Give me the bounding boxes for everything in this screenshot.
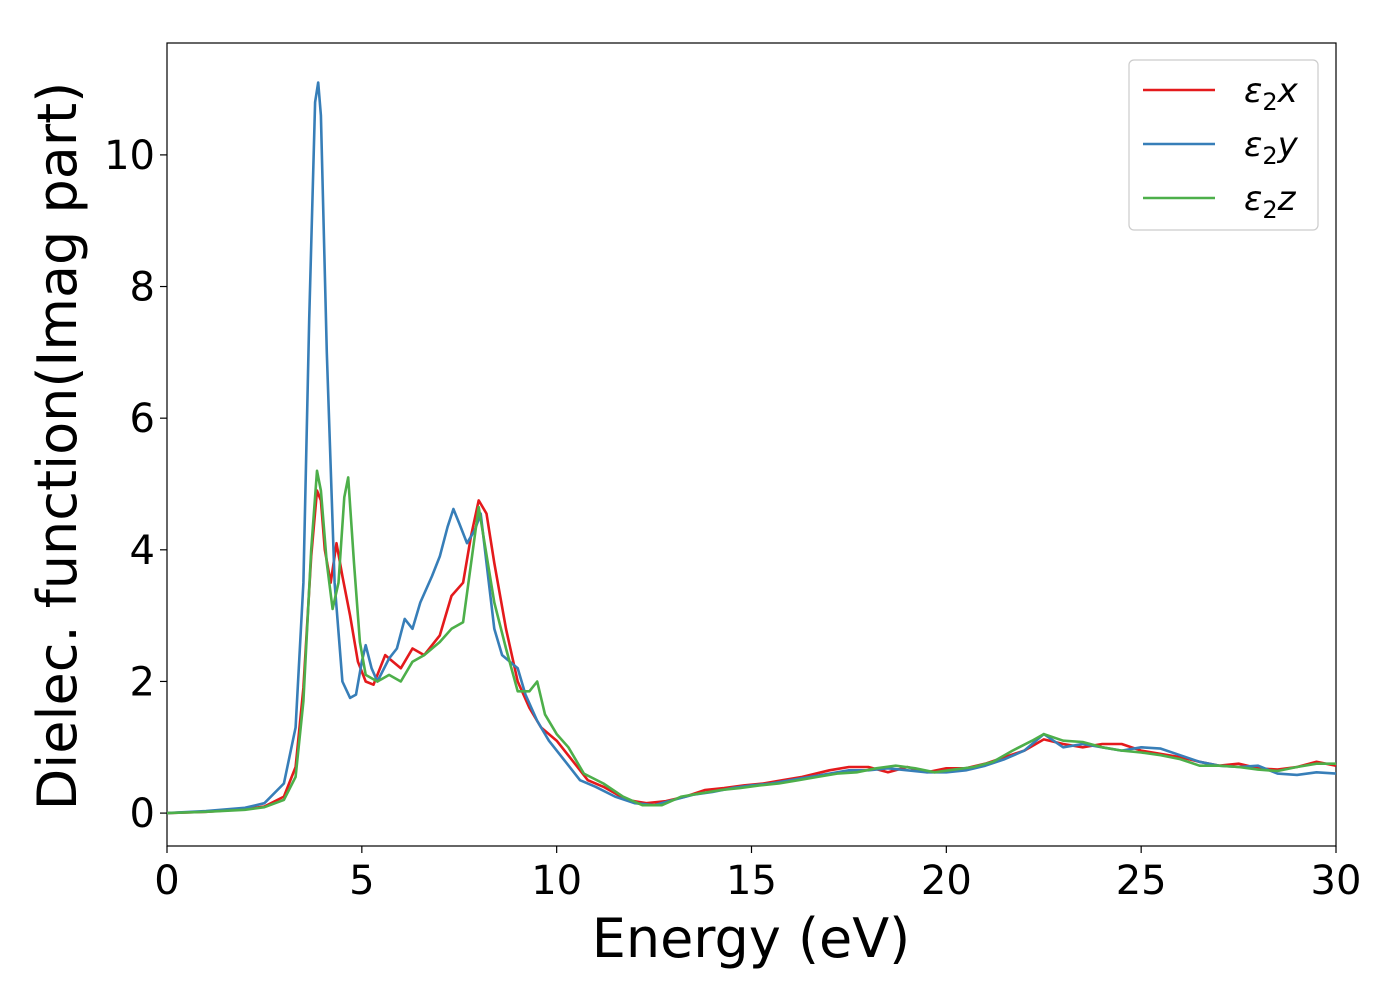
series-line-y (166, 81, 1337, 815)
y-tick-label: 10 (104, 133, 155, 179)
legend-label-subscript: 2 (1262, 88, 1277, 116)
legend-label-x: ε2x (1244, 71, 1299, 116)
x-tick-label: 30 (1311, 858, 1362, 904)
legend-label-base: ε (1244, 71, 1262, 111)
legend-label-y: ε2y (1244, 125, 1299, 170)
legend-label-variable: y (1277, 125, 1299, 165)
x-tick-label: 5 (349, 858, 374, 904)
y-tick-label: 6 (130, 396, 155, 442)
series-layer (166, 81, 1337, 815)
legend-label-variable: x (1277, 71, 1299, 111)
x-tick-label: 15 (726, 858, 777, 904)
y-tick-label: 8 (130, 265, 155, 311)
x-tick-label: 20 (921, 858, 972, 904)
x-axis-ticks: 0 5 10 15 20 25 30 (154, 846, 1361, 904)
x-axis-title: Energy (eV) (592, 907, 911, 970)
legend-label-base: ε (1244, 179, 1262, 219)
legend-label-base: ε (1244, 125, 1262, 165)
y-tick-label: 0 (130, 791, 155, 837)
legend-box (1128, 59, 1319, 231)
legend-label-subscript: 2 (1262, 196, 1277, 224)
legend-label-subscript: 2 (1262, 142, 1277, 170)
y-tick-label: 2 (130, 659, 155, 705)
y-axis-title: Dielec. function(Imag part) (26, 82, 89, 811)
x-tick-label: 25 (1116, 858, 1167, 904)
legend-label-z: ε2z (1244, 179, 1297, 224)
y-axis-ticks: 0 2 4 6 8 10 (104, 133, 167, 837)
y-tick-label: 4 (130, 528, 155, 574)
x-tick-label: 0 (154, 858, 179, 904)
x-tick-label: 10 (531, 858, 582, 904)
series-line-z (166, 469, 1336, 815)
legend-label-variable: z (1277, 179, 1297, 219)
